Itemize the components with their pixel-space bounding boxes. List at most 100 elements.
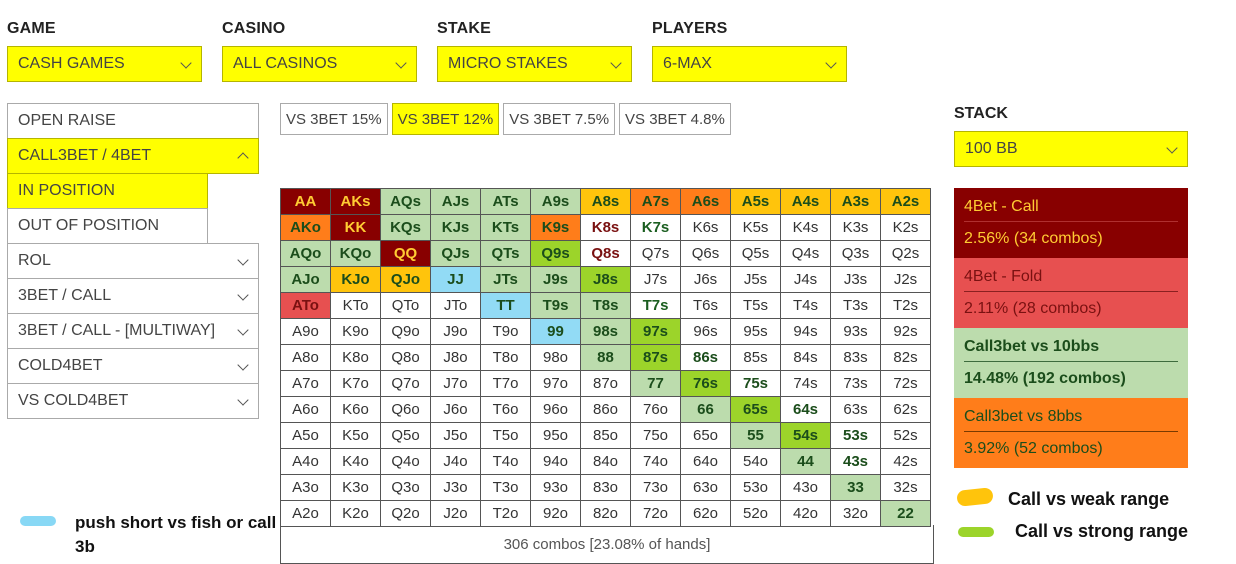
hand-cell[interactable]: 63s	[830, 396, 881, 423]
hand-cell[interactable]: 83o	[580, 474, 631, 501]
hand-cell[interactable]: JTo	[430, 292, 481, 319]
hand-cell[interactable]: T5o	[480, 422, 531, 449]
hand-cell[interactable]: A9s	[530, 188, 581, 215]
hand-cell[interactable]: K7o	[330, 370, 381, 397]
hand-cell[interactable]: K7s	[630, 214, 681, 241]
hand-cell[interactable]: K3s	[830, 214, 881, 241]
hand-cell[interactable]: 42o	[780, 500, 831, 527]
game-select[interactable]: CASH GAMES	[7, 46, 202, 82]
hand-cell[interactable]: 54o	[730, 448, 781, 475]
hand-cell[interactable]: 95o	[530, 422, 581, 449]
hand-cell[interactable]: 94o	[530, 448, 581, 475]
hand-cell[interactable]: AQo	[280, 240, 331, 267]
hand-cell[interactable]: 53o	[730, 474, 781, 501]
hand-cell[interactable]: A3s	[830, 188, 881, 215]
hand-cell[interactable]: 86s	[680, 344, 731, 371]
hand-cell[interactable]: 93o	[530, 474, 581, 501]
hand-cell[interactable]: K4s	[780, 214, 831, 241]
hand-cell[interactable]: T4o	[480, 448, 531, 475]
hand-cell[interactable]: J7o	[430, 370, 481, 397]
hand-cell[interactable]: Q6o	[380, 396, 431, 423]
hand-cell[interactable]: 97o	[530, 370, 581, 397]
hand-cell[interactable]: 53s	[830, 422, 881, 449]
hand-cell[interactable]: 98o	[530, 344, 581, 371]
tab-vs-3bet-15[interactable]: VS 3BET 15%	[280, 103, 388, 135]
hand-cell[interactable]: T9s	[530, 292, 581, 319]
hand-cell[interactable]: 52s	[880, 422, 931, 449]
hand-cell[interactable]: 96s	[680, 318, 731, 345]
hand-cell[interactable]: KK	[330, 214, 381, 241]
hand-cell[interactable]: Q8o	[380, 344, 431, 371]
menu-rol[interactable]: ROL	[7, 243, 259, 279]
stake-select[interactable]: MICRO STAKES	[437, 46, 632, 82]
hand-cell[interactable]: A4s	[780, 188, 831, 215]
hand-cell[interactable]: 62o	[680, 500, 731, 527]
menu-open-raise[interactable]: OPEN RAISE	[7, 103, 259, 139]
casino-select[interactable]: ALL CASINOS	[222, 46, 417, 82]
tab-vs-3bet-7-5[interactable]: VS 3BET 7.5%	[503, 103, 616, 135]
hand-cell[interactable]: KQs	[380, 214, 431, 241]
hand-cell[interactable]: 32s	[880, 474, 931, 501]
hand-cell[interactable]: JTs	[480, 266, 531, 293]
hand-cell[interactable]: 88	[580, 344, 631, 371]
hand-cell[interactable]: 43o	[780, 474, 831, 501]
hand-cell[interactable]: A5o	[280, 422, 331, 449]
hand-cell[interactable]: AKo	[280, 214, 331, 241]
hand-cell[interactable]: KJo	[330, 266, 381, 293]
hand-cell[interactable]: T6o	[480, 396, 531, 423]
hand-cell[interactable]: 75o	[630, 422, 681, 449]
menu-3bet-call[interactable]: 3BET / CALL	[7, 278, 259, 314]
hand-cell[interactable]: A5s	[730, 188, 781, 215]
hand-cell[interactable]: 82s	[880, 344, 931, 371]
hand-cell[interactable]: 84s	[780, 344, 831, 371]
hand-cell[interactable]: J6o	[430, 396, 481, 423]
hand-cell[interactable]: Q6s	[680, 240, 731, 267]
hand-cell[interactable]: T3o	[480, 474, 531, 501]
hand-cell[interactable]: AKs	[330, 188, 381, 215]
hand-cell[interactable]: J5o	[430, 422, 481, 449]
hand-cell[interactable]: AJs	[430, 188, 481, 215]
hand-cell[interactable]: 77	[630, 370, 681, 397]
hand-cell[interactable]: 75s	[730, 370, 781, 397]
hand-cell[interactable]: KTs	[480, 214, 531, 241]
hand-cell[interactable]: 32o	[830, 500, 881, 527]
hand-cell[interactable]: Q9s	[530, 240, 581, 267]
hand-cell[interactable]: 76s	[680, 370, 731, 397]
hand-cell[interactable]: T5s	[730, 292, 781, 319]
hand-cell[interactable]: AQs	[380, 188, 431, 215]
hand-cell[interactable]: 74o	[630, 448, 681, 475]
hand-cell[interactable]: K8o	[330, 344, 381, 371]
hand-cell[interactable]: 84o	[580, 448, 631, 475]
hand-cell[interactable]: KTo	[330, 292, 381, 319]
hand-cell[interactable]: 72o	[630, 500, 681, 527]
hand-cell[interactable]: 44	[780, 448, 831, 475]
hand-cell[interactable]: 86o	[580, 396, 631, 423]
hand-cell[interactable]: K6s	[680, 214, 731, 241]
hand-cell[interactable]: QJo	[380, 266, 431, 293]
hand-cell[interactable]: Q8s	[580, 240, 631, 267]
hand-cell[interactable]: A6o	[280, 396, 331, 423]
hand-cell[interactable]: A9o	[280, 318, 331, 345]
hand-cell[interactable]: 97s	[630, 318, 681, 345]
hand-cell[interactable]: KQo	[330, 240, 381, 267]
stack-select[interactable]: 100 BB	[954, 131, 1188, 167]
hand-cell[interactable]: A3o	[280, 474, 331, 501]
hand-cell[interactable]: 92o	[530, 500, 581, 527]
hand-cell[interactable]: Q3s	[830, 240, 881, 267]
hand-cell[interactable]: AJo	[280, 266, 331, 293]
hand-cell[interactable]: K2s	[880, 214, 931, 241]
hand-cell[interactable]: Q7o	[380, 370, 431, 397]
hand-cell[interactable]: 65o	[680, 422, 731, 449]
hand-cell[interactable]: 64s	[780, 396, 831, 423]
hand-cell[interactable]: 74s	[780, 370, 831, 397]
hand-cell[interactable]: A8o	[280, 344, 331, 371]
hand-cell[interactable]: J7s	[630, 266, 681, 293]
hand-cell[interactable]: 66	[680, 396, 731, 423]
hand-cell[interactable]: Q9o	[380, 318, 431, 345]
hand-cell[interactable]: K4o	[330, 448, 381, 475]
hand-cell[interactable]: T8s	[580, 292, 631, 319]
hand-cell[interactable]: 42s	[880, 448, 931, 475]
hand-cell[interactable]: Q7s	[630, 240, 681, 267]
hand-cell[interactable]: K9s	[530, 214, 581, 241]
hand-cell[interactable]: A4o	[280, 448, 331, 475]
